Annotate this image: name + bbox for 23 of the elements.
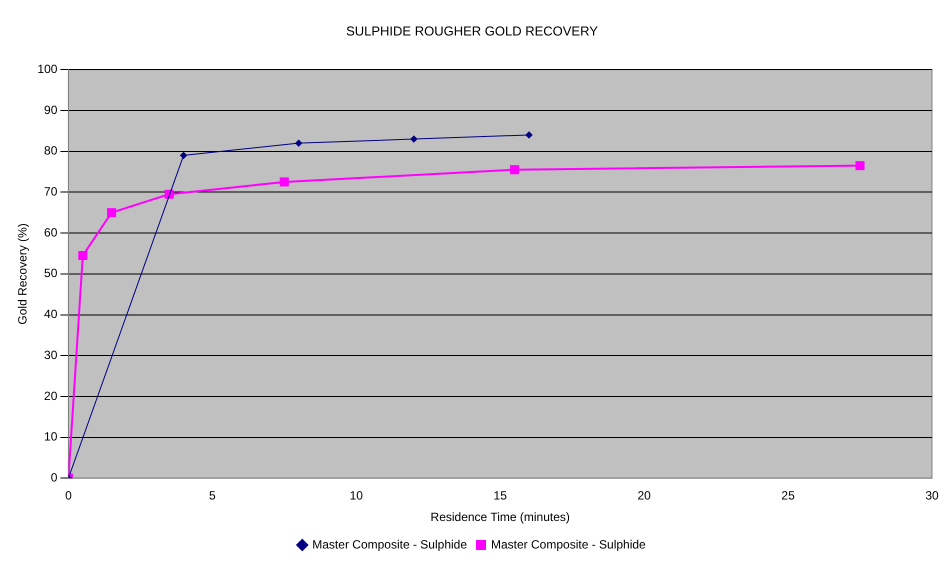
y-tick-label: 70 (44, 184, 58, 198)
y-axis-title: Gold Recovery (%) (16, 223, 30, 325)
y-tick-label: 80 (44, 144, 58, 158)
y-tick-label: 100 (37, 62, 58, 76)
y-tick-label: 90 (44, 102, 58, 117)
y-tick-label: 60 (44, 225, 58, 240)
y-tick-label: 20 (44, 388, 58, 403)
x-tick-label: 30 (925, 488, 939, 503)
legend-label: Master Composite - Sulphide (491, 537, 646, 552)
x-tick-label: 25 (781, 488, 796, 503)
y-tick-label: 10 (44, 430, 58, 444)
y-tick-label: 30 (44, 348, 58, 362)
x-tick-label: 15 (494, 488, 508, 503)
y-tick-label: 40 (44, 307, 58, 322)
x-tick-label: 20 (637, 488, 652, 503)
x-tick-label: 5 (209, 488, 216, 503)
x-tick-label: 0 (65, 488, 72, 503)
x-axis-title: Residence Time (minutes) (430, 510, 570, 524)
chart-title: SULPHIDE ROUGHER GOLD RECOVERY (346, 23, 598, 38)
x-tick-label: 10 (350, 488, 364, 503)
y-tick-label: 50 (44, 266, 58, 280)
y-tick-label: 0 (50, 470, 58, 485)
legend-label: Master Composite - Sulphide (312, 537, 468, 552)
